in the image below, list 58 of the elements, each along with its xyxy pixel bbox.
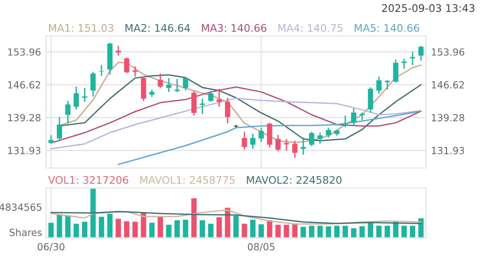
candlestick xyxy=(250,132,256,150)
y2-tick-label: 153.96 xyxy=(432,48,464,56)
y-tick-label: 131.93 xyxy=(8,146,40,154)
candlestick xyxy=(258,127,264,143)
candlestick xyxy=(418,45,424,62)
x-tick-label: 06/30 xyxy=(38,243,64,252)
candlestick xyxy=(174,78,180,93)
candlestick xyxy=(200,98,205,114)
candlestick xyxy=(309,131,314,147)
y2-tick-label: 139.28 xyxy=(432,114,464,122)
text: MA2: 146.64 xyxy=(126,24,190,32)
candlestick xyxy=(376,76,382,94)
candlestick xyxy=(166,77,172,93)
candlestick xyxy=(410,51,416,66)
text: MAVOL2: 2245820 xyxy=(246,176,342,184)
candlestick xyxy=(208,90,214,102)
candlestick xyxy=(74,86,79,110)
y2-tick-label: 146.62 xyxy=(432,81,464,89)
text: MA1: 151.03 xyxy=(49,24,114,32)
y-tick-label: 146.62 xyxy=(8,81,40,89)
candlestick xyxy=(65,100,70,124)
candlestick xyxy=(56,116,62,142)
text: MAVOL1: 2458775 xyxy=(140,176,235,184)
candlestick xyxy=(275,134,281,152)
candlestick xyxy=(140,76,146,102)
line-series xyxy=(50,98,422,150)
y-tick-label: 153.96 xyxy=(8,48,41,56)
y-tick-label: 139.28 xyxy=(8,114,40,122)
candlestick xyxy=(224,97,230,124)
candlestick xyxy=(98,64,104,76)
candlestick xyxy=(351,108,356,126)
candlestick xyxy=(158,72,163,89)
x-tick-label: 08/05 xyxy=(248,243,274,252)
candlestick xyxy=(124,56,130,74)
text: Shares xyxy=(10,228,42,236)
text: MA3: 140.66 xyxy=(202,24,266,32)
candlestick xyxy=(317,132,323,144)
candlestick xyxy=(402,58,407,70)
candlestick xyxy=(393,59,398,84)
candlestick xyxy=(90,71,96,98)
candlestick xyxy=(267,122,272,148)
line-series xyxy=(118,110,422,166)
candlestick xyxy=(292,140,298,158)
candlestick xyxy=(342,115,348,128)
series-label: VOL1: 3217206 xyxy=(48,176,128,184)
text: MA5: 140.66 xyxy=(354,24,420,32)
candlestick xyxy=(132,66,138,78)
candlestick xyxy=(216,88,222,108)
candlestick xyxy=(368,86,374,114)
candlestick xyxy=(300,136,306,156)
candlestick xyxy=(284,138,290,152)
candlestick xyxy=(242,131,248,150)
candlestick xyxy=(182,76,188,92)
text: MA4: 140.75 xyxy=(278,24,342,32)
y2-tick-label: 131.93 xyxy=(432,146,464,154)
candlestick xyxy=(326,127,332,138)
candlestick xyxy=(191,90,197,116)
text: 2025-09-03 13:43 xyxy=(382,4,474,12)
